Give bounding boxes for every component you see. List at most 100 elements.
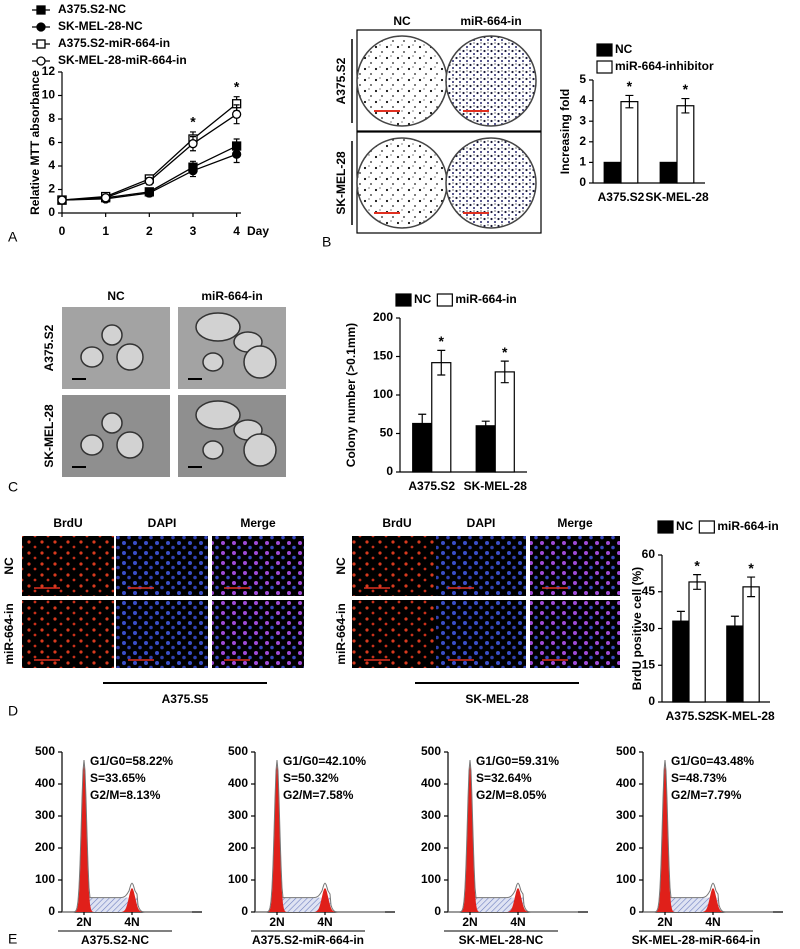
s-phase-fill [448, 897, 578, 912]
y-tick-label: 45 [642, 584, 656, 598]
marker [231, 109, 242, 119]
colony [80, 346, 104, 368]
legend-label: NC [676, 519, 694, 533]
y-axis-label: Relative MTT absorbance [28, 70, 42, 215]
error-bar [747, 576, 756, 598]
x-tick-label: 2N [657, 915, 672, 929]
annotation: G1/G0=42.10% [283, 754, 366, 768]
colony-plate [356, 137, 448, 229]
chart-title: SK-MEL-28-NC [459, 933, 544, 947]
fluorescence-image [530, 536, 620, 596]
fluorescence-image [530, 600, 620, 668]
y-tick-label: 3 [579, 113, 586, 127]
row-label: A375.S2 [42, 324, 56, 371]
y-tick-label: 400 [228, 776, 248, 790]
histogram-outline [255, 759, 385, 913]
x-tick-label: 2N [462, 915, 477, 929]
fluorescence-image [22, 536, 114, 596]
y-tick-label: 100 [228, 872, 248, 886]
y-tick-label: 15 [642, 657, 656, 671]
y-tick-label: 0 [241, 904, 248, 918]
x-tick-label: 1 [102, 224, 109, 238]
row-label: NC [2, 557, 16, 575]
histogram-outline [448, 759, 578, 913]
legend-label: miR-664-inhibitor [615, 59, 714, 73]
y-tick-label: 12 [42, 64, 56, 78]
colony-image [62, 395, 170, 477]
row-label: miR-664-in [2, 603, 16, 664]
x-tick-label: 4N [124, 915, 139, 929]
legend-swatch [436, 293, 453, 307]
annotation: * [234, 78, 240, 94]
panel-label: D [8, 703, 18, 719]
legend-marker [36, 56, 46, 66]
y-tick-label: 0 [386, 464, 393, 478]
fluorescence-image [436, 600, 526, 668]
group-label: SK-MEL-28 [465, 692, 529, 706]
legend-marker [36, 5, 46, 15]
colony-image [62, 307, 170, 389]
panel-label: B [322, 234, 331, 250]
marker [188, 166, 198, 176]
fluorescence-image [22, 600, 114, 668]
y-tick-label: 0 [629, 904, 636, 918]
legend-marker [36, 22, 46, 32]
y-tick-label: 100 [421, 872, 441, 886]
fluorescence-image [352, 536, 442, 596]
colony [80, 434, 104, 456]
annotation: G1/G0=43.48% [671, 754, 754, 768]
legend-swatch [657, 520, 674, 534]
y-tick-label: 0 [48, 205, 55, 219]
significance-star: * [694, 557, 700, 573]
annotation: G2/M=7.58% [283, 788, 354, 802]
marker [188, 139, 198, 149]
y-tick-label: 100 [616, 872, 636, 886]
annotation: G1/G0=59.31% [476, 754, 559, 768]
y-tick-label: 0 [434, 904, 441, 918]
chart-title: A375.S2-NC [81, 933, 149, 947]
legend-label: miR-664-in [717, 519, 778, 533]
bar [620, 101, 639, 184]
y-tick-label: 2 [579, 134, 586, 148]
x-tick-label: 2N [76, 915, 91, 929]
fluorescence-image [116, 536, 208, 596]
y-axis-label: Increasing fold [558, 89, 572, 174]
x-tick-label: A375.S2 [666, 709, 713, 723]
group-label: A375.S5 [162, 692, 209, 706]
annotation: G2/M=8.05% [476, 788, 547, 802]
s-phase-fill [255, 897, 385, 912]
fluorescence-image [212, 600, 304, 668]
error-bar [693, 574, 702, 590]
column-heading: DAPI [467, 516, 496, 530]
y-tick-label: 8 [48, 111, 55, 125]
row-label: SK-MEL-28 [42, 404, 56, 468]
chart-title: A375.S2-miR-664-in [252, 933, 364, 947]
annotation: * [190, 114, 196, 130]
marker [144, 188, 154, 198]
bar [688, 581, 706, 703]
x-tick-label: 4 [233, 224, 240, 238]
y-tick-label: 400 [616, 776, 636, 790]
bar [475, 425, 496, 473]
column-heading: miR-664-in [460, 14, 521, 28]
s-phase-fill [62, 897, 192, 912]
bar [431, 362, 452, 473]
x-tick-label: SK-MEL-28 [711, 709, 775, 723]
error-bar [676, 610, 685, 632]
annotation: G2/M=7.79% [671, 788, 742, 802]
marker [57, 195, 67, 205]
x-tick-label: A375.S2 [598, 190, 645, 204]
error-bar [730, 615, 739, 637]
y-tick-label: 400 [35, 776, 55, 790]
marker [144, 176, 154, 186]
histogram-outline [62, 759, 192, 913]
legend-swatch [596, 60, 613, 74]
x-tick-label: SK-MEL-28 [645, 190, 709, 204]
y-tick-label: 0 [48, 904, 55, 918]
histogram-outline [643, 759, 773, 913]
colony [116, 343, 144, 371]
error-bar [481, 420, 490, 432]
column-heading: Merge [240, 516, 276, 530]
legend-label: SK-MEL-28-miR-664-in [58, 53, 187, 67]
